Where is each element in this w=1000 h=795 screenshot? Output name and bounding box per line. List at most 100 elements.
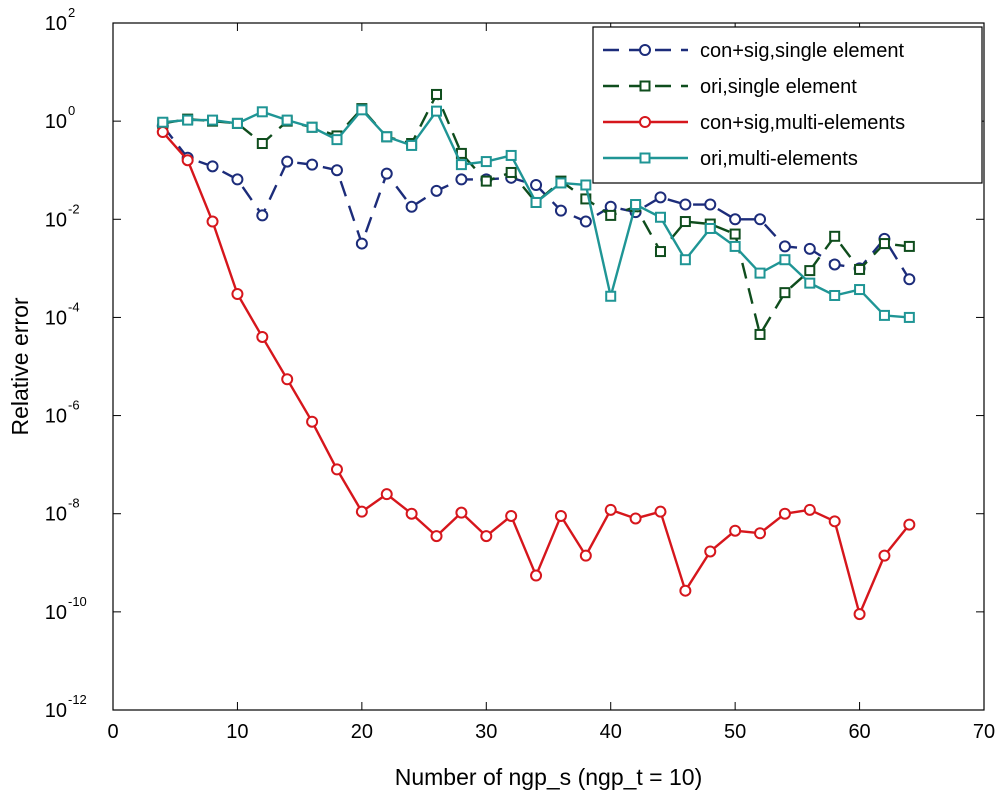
y-tick-base: 10	[45, 111, 67, 133]
data-point	[779, 254, 791, 266]
legend-item: con+sig,multi-elements	[603, 112, 905, 134]
y-tick-exponent: 0	[68, 103, 75, 118]
data-point	[804, 277, 816, 289]
data-point	[605, 290, 617, 302]
data-point	[779, 287, 791, 299]
x-axis-title: Number of ngp_s (ngp_t = 10)	[395, 764, 703, 790]
data-point	[405, 200, 418, 213]
data-point	[355, 237, 368, 250]
data-point	[654, 191, 667, 204]
legend-label: ori,single element	[700, 76, 857, 98]
data-point	[405, 507, 418, 520]
data-point	[530, 196, 542, 208]
plot-border	[112, 22, 985, 711]
data-point	[878, 309, 890, 321]
data-point	[679, 254, 691, 266]
data-point	[256, 106, 268, 118]
data-point	[455, 173, 468, 186]
data-point	[256, 209, 269, 222]
data-point	[530, 178, 543, 191]
series-3	[157, 104, 915, 323]
data-point	[729, 228, 741, 240]
data-point	[480, 530, 493, 543]
data-point	[654, 211, 666, 223]
x-tick-label: 10	[226, 721, 248, 743]
data-point	[778, 507, 791, 520]
data-point	[156, 126, 169, 139]
data-point	[206, 160, 219, 173]
legend-label: con+sig,single element	[700, 40, 904, 62]
data-point	[430, 184, 443, 197]
y-tick-exponent: -2	[68, 201, 80, 216]
data-point	[256, 138, 268, 150]
y-tick-label: 102	[45, 5, 75, 35]
legend-item: ori,single element	[603, 76, 857, 98]
data-point	[281, 155, 294, 168]
data-point	[281, 114, 293, 126]
axis-layer: 0 10 20 30 40 50 60 7010-1210-1010-810-610-410-…	[45, 5, 995, 743]
y-tick-base: 10	[45, 406, 67, 428]
data-point	[430, 530, 443, 543]
data-point	[679, 584, 692, 597]
data-point	[455, 159, 467, 171]
y-tick-label: 10-2	[45, 201, 80, 231]
y-tick-base: 10	[45, 307, 67, 329]
y-tick-exponent: -8	[68, 496, 80, 511]
data-point	[505, 166, 517, 178]
data-point	[505, 149, 517, 161]
data-point	[281, 373, 294, 386]
y-tick-exponent: 2	[68, 5, 75, 20]
legend-swatch-marker	[639, 44, 651, 56]
data-point	[231, 288, 244, 301]
data-point	[206, 215, 219, 228]
data-point	[356, 104, 368, 116]
data-point	[778, 240, 791, 253]
data-point	[903, 311, 915, 323]
data-point	[729, 240, 741, 252]
data-point	[629, 512, 642, 525]
data-point	[580, 179, 592, 191]
data-point	[181, 154, 194, 167]
data-point	[505, 509, 518, 522]
x-tick-label: 40	[600, 721, 622, 743]
x-tick-label: 30	[475, 721, 497, 743]
data-point	[580, 193, 592, 205]
data-point	[256, 330, 269, 343]
x-tick-label: 60	[848, 721, 870, 743]
y-tick-label: 10-10	[45, 594, 87, 624]
data-point	[380, 488, 393, 501]
data-point	[679, 198, 692, 211]
data-point	[330, 164, 343, 177]
data-point	[554, 204, 567, 217]
data-point	[630, 199, 642, 211]
data-point	[555, 177, 567, 189]
data-point	[480, 175, 492, 187]
data-point	[829, 289, 841, 301]
y-tick-exponent: -6	[68, 398, 80, 413]
data-point	[903, 273, 916, 286]
data-point	[306, 415, 319, 428]
legend-swatch-marker	[639, 116, 651, 128]
y-tick-label: 10-4	[45, 299, 80, 329]
data-point	[803, 242, 816, 255]
legend-item: con+sig,single element	[603, 40, 904, 62]
data-point	[380, 167, 393, 180]
data-point	[803, 503, 816, 516]
series-2	[156, 126, 916, 621]
data-point	[754, 527, 767, 540]
x-tick-label: 70	[973, 721, 995, 743]
y-tick-exponent: -4	[68, 299, 80, 314]
data-point	[878, 549, 891, 562]
data-point	[455, 506, 468, 519]
series-layer	[156, 88, 916, 621]
y-tick-base: 10	[45, 13, 67, 35]
data-point	[729, 213, 742, 226]
legend-swatch-marker	[639, 80, 651, 92]
data-point	[431, 88, 443, 100]
y-tick-label: 10-8	[45, 496, 80, 526]
data-point	[231, 117, 243, 129]
data-point	[729, 524, 742, 537]
data-point	[579, 549, 592, 562]
data-point	[828, 258, 841, 271]
y-tick-exponent: -12	[68, 692, 87, 707]
